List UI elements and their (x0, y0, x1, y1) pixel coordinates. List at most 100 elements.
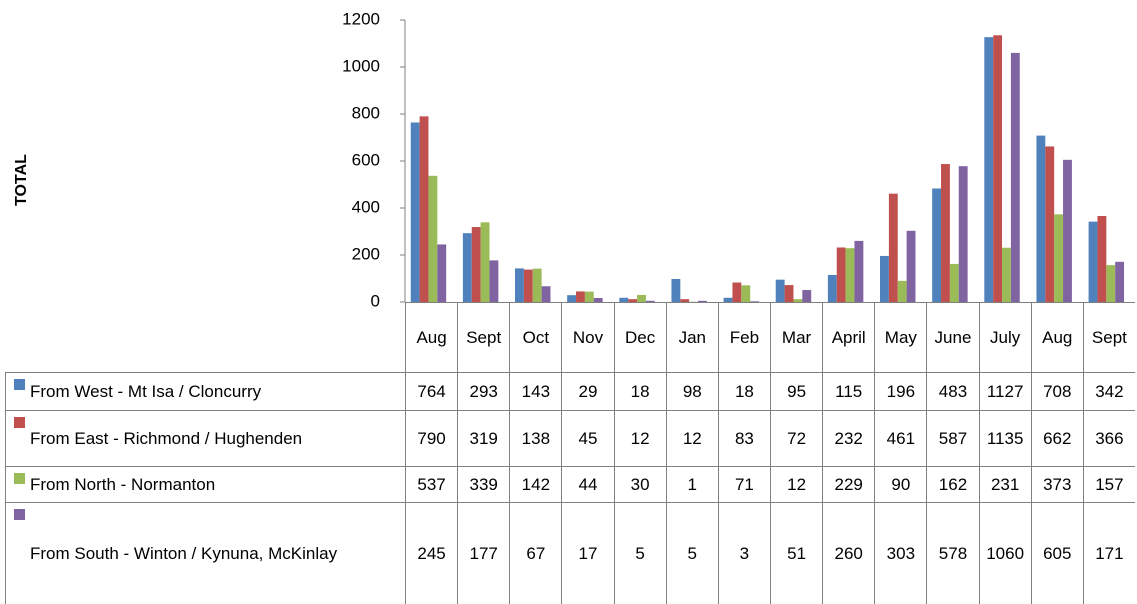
bar (732, 282, 742, 302)
bar (888, 193, 898, 302)
series-name: From West - Mt Isa / Cloncurry (30, 382, 262, 401)
bar (784, 285, 794, 302)
table-value: 1 (665, 466, 718, 502)
legend-swatch (14, 473, 25, 484)
bar (698, 300, 707, 302)
table-value: 162 (926, 466, 979, 502)
y-tick-label: 200 (352, 244, 380, 263)
table-value: 12 (613, 410, 666, 466)
bar (628, 299, 638, 302)
table-value: 1060 (978, 502, 1031, 604)
table-value: 483 (926, 372, 979, 410)
table-value: 157 (1082, 466, 1135, 502)
bar (1115, 261, 1125, 302)
bar (845, 248, 855, 302)
table-value: 18 (717, 372, 770, 410)
bar (993, 35, 1003, 303)
bar (645, 300, 655, 302)
bar (671, 278, 681, 302)
table-value: 12 (665, 410, 718, 466)
bar (480, 222, 490, 302)
table-value: 171 (1082, 502, 1135, 604)
table-value: 587 (926, 410, 979, 466)
bar (637, 294, 646, 302)
legend-entry: From East - Richmond / Hughenden (5, 410, 405, 466)
bar (462, 233, 472, 302)
category-label: Dec (613, 302, 666, 372)
y-tick-label: 1200 (342, 9, 380, 28)
legend-swatch (14, 379, 25, 390)
legend-swatch (14, 509, 25, 520)
table-value: 17 (561, 502, 614, 604)
bar (471, 227, 481, 302)
bar (515, 268, 524, 302)
table-value: 12 (770, 466, 823, 502)
bar (619, 297, 629, 302)
table-value: 578 (926, 502, 979, 604)
table-value: 1127 (978, 372, 1031, 410)
bar (1088, 221, 1098, 302)
table-value: 232 (822, 410, 875, 466)
bar (532, 268, 542, 302)
series-name: From South - Winton / Kynuna, McKinlay (30, 544, 338, 563)
table-value: 71 (717, 466, 770, 502)
bar (1010, 52, 1020, 303)
bar (1106, 265, 1116, 302)
table-value: 342 (1082, 372, 1135, 410)
table-value: 138 (509, 410, 562, 466)
table-value: 231 (978, 466, 1031, 502)
table-value: 142 (509, 466, 562, 502)
series-name: From East - Richmond / Hughenden (30, 429, 303, 448)
bar (576, 291, 585, 302)
table-value: 461 (874, 410, 927, 466)
category-label: Jan (665, 302, 718, 372)
table-value: 83 (717, 410, 770, 466)
bar (897, 280, 907, 302)
category-label: July (978, 302, 1031, 372)
legend-entry: From West - Mt Isa / Cloncurry (5, 372, 405, 410)
bar (1036, 135, 1046, 302)
bar (802, 290, 812, 302)
table-value: 537 (405, 466, 458, 502)
bar (428, 175, 438, 302)
bar (680, 299, 690, 302)
table-value: 196 (874, 372, 927, 410)
bar (880, 255, 889, 302)
category-label: Aug (405, 302, 458, 372)
bar (958, 166, 968, 302)
table-value: 67 (509, 502, 562, 604)
table-value: 44 (561, 466, 614, 502)
bar (854, 240, 864, 302)
y-axis-label: TOTAL (13, 154, 30, 206)
table-value: 3 (717, 502, 770, 604)
table-value: 30 (613, 466, 666, 502)
bar (410, 122, 420, 303)
table-value: 319 (457, 410, 510, 466)
bar (489, 260, 499, 302)
bar (1063, 159, 1072, 302)
bar (723, 297, 733, 302)
table-value: 293 (457, 372, 510, 410)
category-label: Nov (561, 302, 614, 372)
category-label: Mar (770, 302, 823, 372)
table-value: 45 (561, 410, 614, 466)
table-value: 5 (613, 502, 666, 604)
bar (584, 291, 594, 302)
table-value: 90 (874, 466, 927, 502)
bar (949, 263, 959, 302)
bar (541, 286, 551, 302)
table-value: 662 (1030, 410, 1083, 466)
category-label: Aug (1030, 302, 1083, 372)
category-label: Oct (509, 302, 562, 372)
table-value: 29 (561, 372, 614, 410)
category-label: April (822, 302, 875, 372)
table-value: 5 (665, 502, 718, 604)
table-value: 245 (405, 502, 458, 604)
table-value: 98 (665, 372, 718, 410)
table-value: 303 (874, 502, 927, 604)
bar (1097, 215, 1107, 302)
category-label: June (926, 302, 979, 372)
legend-swatch (14, 417, 25, 428)
